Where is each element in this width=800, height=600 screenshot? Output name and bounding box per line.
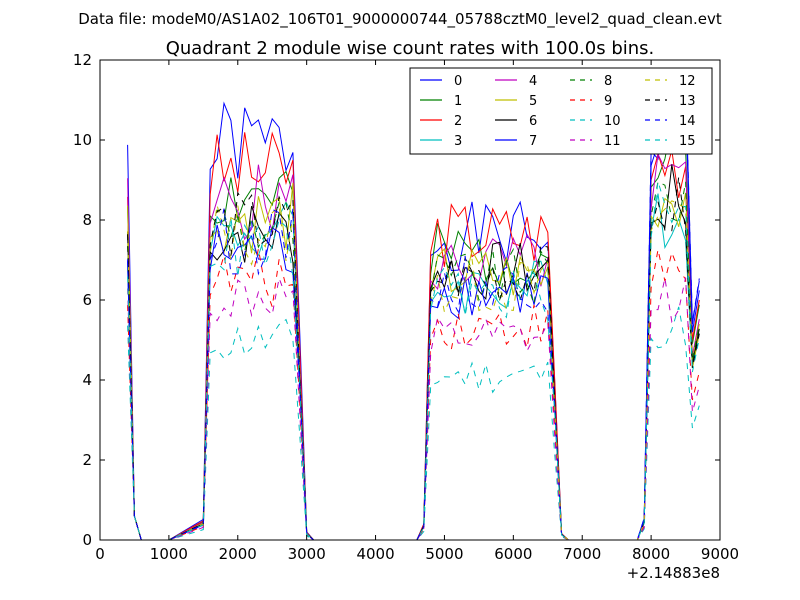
x-tick-label: 8000	[632, 545, 670, 563]
series-line-2	[127, 131, 700, 541]
chart-title: Quadrant 2 module wise count rates with …	[166, 38, 655, 59]
x-axis: 0 1000 2000 3000 4000 5000 6000 7000 8000 9000	[95, 60, 739, 563]
x-tick-label: 7000	[563, 545, 601, 563]
series-line-9	[127, 248, 700, 541]
x-tick-label: 5000	[425, 545, 463, 563]
x-tick-label: 4000	[356, 545, 394, 563]
y-tick-label: 0	[82, 531, 92, 549]
legend-label-7: 7	[529, 134, 537, 149]
legend-label-9: 9	[604, 94, 612, 109]
y-tick-label: 10	[73, 131, 92, 149]
series-line-8	[127, 181, 700, 541]
legend-label-3: 3	[454, 134, 462, 149]
legend-label-5: 5	[529, 94, 537, 109]
y-tick-label: 8	[82, 211, 92, 229]
y-tick-label: 2	[82, 451, 92, 469]
x-tick-label: 1000	[150, 545, 188, 563]
y-tick-label: 4	[82, 371, 92, 389]
x-tick-label: 6000	[494, 545, 532, 563]
y-tick-label: 12	[73, 51, 92, 69]
x-tick-label: 9000	[701, 545, 739, 563]
legend-label-4: 4	[529, 74, 537, 89]
series-line-13	[127, 177, 700, 541]
x-tick-label: 3000	[288, 545, 326, 563]
series-line-3	[127, 193, 700, 541]
series-line-1	[127, 124, 700, 541]
legend-label-12: 12	[679, 74, 696, 89]
x-tick-label: 2000	[219, 545, 257, 563]
figure-suptitle: Data file: modeM0/AS1A02_106T01_90000007…	[78, 10, 722, 29]
y-tick-label: 6	[82, 291, 92, 309]
legend-label-10: 10	[604, 114, 621, 129]
series-line-4	[127, 152, 700, 541]
legend-label-0: 0	[454, 74, 462, 89]
series-line-11	[127, 276, 700, 541]
x-offset-label: +2.14883e8	[627, 564, 720, 582]
legend-label-15: 15	[679, 134, 696, 149]
legend-label-13: 13	[679, 94, 696, 109]
legend-label-1: 1	[454, 94, 462, 109]
legend-box	[409, 67, 713, 155]
legend-label-11: 11	[604, 134, 621, 149]
legend-label-8: 8	[604, 74, 612, 89]
legend-label-14: 14	[679, 114, 696, 129]
x-tick-label: 0	[95, 545, 105, 563]
series-line-6	[127, 164, 700, 541]
legend-label-6: 6	[529, 114, 537, 129]
legend-label-2: 2	[454, 114, 462, 129]
series-line-10	[127, 306, 700, 541]
